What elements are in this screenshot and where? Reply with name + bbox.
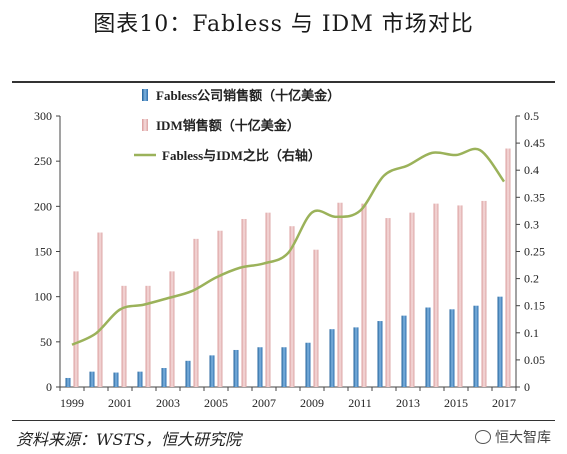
fabless-bar	[473, 305, 479, 387]
idm-bar	[145, 285, 151, 387]
source-note: 资料来源：WSTS，恒大研究院	[16, 430, 242, 449]
right-tick-label: 0.3	[524, 217, 539, 231]
left-tick-label: 0	[46, 380, 52, 394]
fabless-bar	[161, 368, 167, 387]
x-tick-label: 2003	[156, 396, 180, 410]
chart-bars	[65, 148, 511, 387]
chart-area: 0 50 100 150 200 250 300 0 0.05 0.1 0.15 0.2 0.25 0.3…	[34, 88, 545, 410]
watermark: 恒大智库	[475, 427, 551, 447]
x-tick-label: 2013	[396, 396, 420, 410]
right-tick-label: 0.15	[524, 299, 545, 313]
idm-bar	[121, 285, 127, 387]
top-rule	[12, 81, 555, 83]
fabless-bar	[281, 347, 287, 387]
x-tick-label: 2009	[300, 396, 324, 410]
fabless-bar	[257, 347, 263, 387]
idm-bar	[433, 203, 439, 387]
right-tick-label: 0.2	[524, 272, 539, 286]
idm-bar	[73, 271, 79, 387]
legend-swatch-fabless	[142, 89, 148, 101]
idm-bar	[481, 200, 487, 387]
right-tick-label: 0.4	[524, 163, 539, 177]
right-tick-label: 0.1	[524, 326, 539, 340]
wechat-icon	[475, 430, 491, 444]
left-tick-label: 200	[34, 199, 52, 213]
x-tick-label: 2001	[108, 396, 132, 410]
watermark-label: 恒大智库	[495, 430, 551, 446]
chart-legend: Fabless公司销售额（十亿美金） IDM销售额（十亿美金） Fabless与ID…	[134, 88, 340, 163]
idm-bar	[505, 148, 511, 387]
idm-bar	[241, 218, 247, 387]
fabless-bar	[113, 372, 119, 387]
x-tick-label: 2011	[348, 396, 372, 410]
fabless-bar	[497, 296, 503, 387]
idm-bar	[265, 212, 271, 387]
fabless-bar	[233, 349, 239, 387]
fabless-bar	[185, 360, 191, 387]
fabless-bar	[425, 307, 431, 387]
left-tick-label: 300	[34, 109, 52, 123]
legend-label-idm: IDM销售额（十亿美金）	[156, 118, 300, 133]
idm-bar	[409, 212, 415, 387]
idm-bar	[313, 249, 319, 387]
fabless-bar	[209, 355, 215, 387]
idm-bar	[385, 218, 391, 387]
x-tick-label: 1999	[60, 396, 84, 410]
x-tick-label: 2017	[492, 396, 516, 410]
idm-bar	[193, 238, 199, 387]
figure-title: 图表10：Fabless 与 IDM 市场对比	[93, 12, 474, 37]
fabless-bar	[353, 327, 359, 387]
idm-bar	[289, 226, 295, 387]
left-tick-label: 150	[34, 245, 52, 259]
fabless-bar	[401, 315, 407, 387]
ratio-line	[71, 147, 506, 346]
left-tick-label: 100	[34, 290, 52, 304]
idm-bar	[337, 202, 343, 387]
legend-swatch-idm	[142, 119, 148, 131]
x-tick-label: 2005	[204, 396, 228, 410]
right-tick-label: 0.45	[524, 136, 545, 150]
bottom-rule	[12, 420, 555, 421]
x-tick-label: 2007	[252, 396, 276, 410]
right-tick-label: 0	[524, 380, 530, 394]
fabless-bar	[137, 371, 143, 387]
legend-label-fabless: Fabless公司销售额（十亿美金）	[156, 88, 340, 103]
right-tick-label: 0.35	[524, 190, 545, 204]
fabless-bar	[89, 371, 95, 387]
right-tick-label: 0.05	[524, 353, 545, 367]
chart-axes: 0 50 100 150 200 250 300 0 0.05 0.1 0.15 0.2 0.25 0.3…	[34, 109, 545, 410]
idm-bar	[361, 203, 367, 387]
idm-bar	[169, 271, 175, 387]
chart-line	[71, 147, 506, 346]
left-tick-label: 250	[34, 154, 52, 168]
legend-label-ratio: Fabless与IDM之比（右轴）	[162, 148, 321, 163]
fabless-bar	[329, 329, 335, 387]
idm-bar	[217, 230, 223, 387]
x-tick-label: 2015	[444, 396, 468, 410]
right-tick-label: 0.5	[524, 109, 539, 123]
idm-bar	[457, 205, 463, 387]
left-tick-label: 50	[40, 335, 52, 349]
idm-bar	[97, 232, 103, 387]
right-tick-label: 0.25	[524, 245, 545, 259]
fabless-bar	[65, 377, 71, 387]
fabless-bar	[377, 321, 383, 387]
fabless-bar	[305, 342, 311, 387]
fabless-bar	[449, 309, 455, 387]
